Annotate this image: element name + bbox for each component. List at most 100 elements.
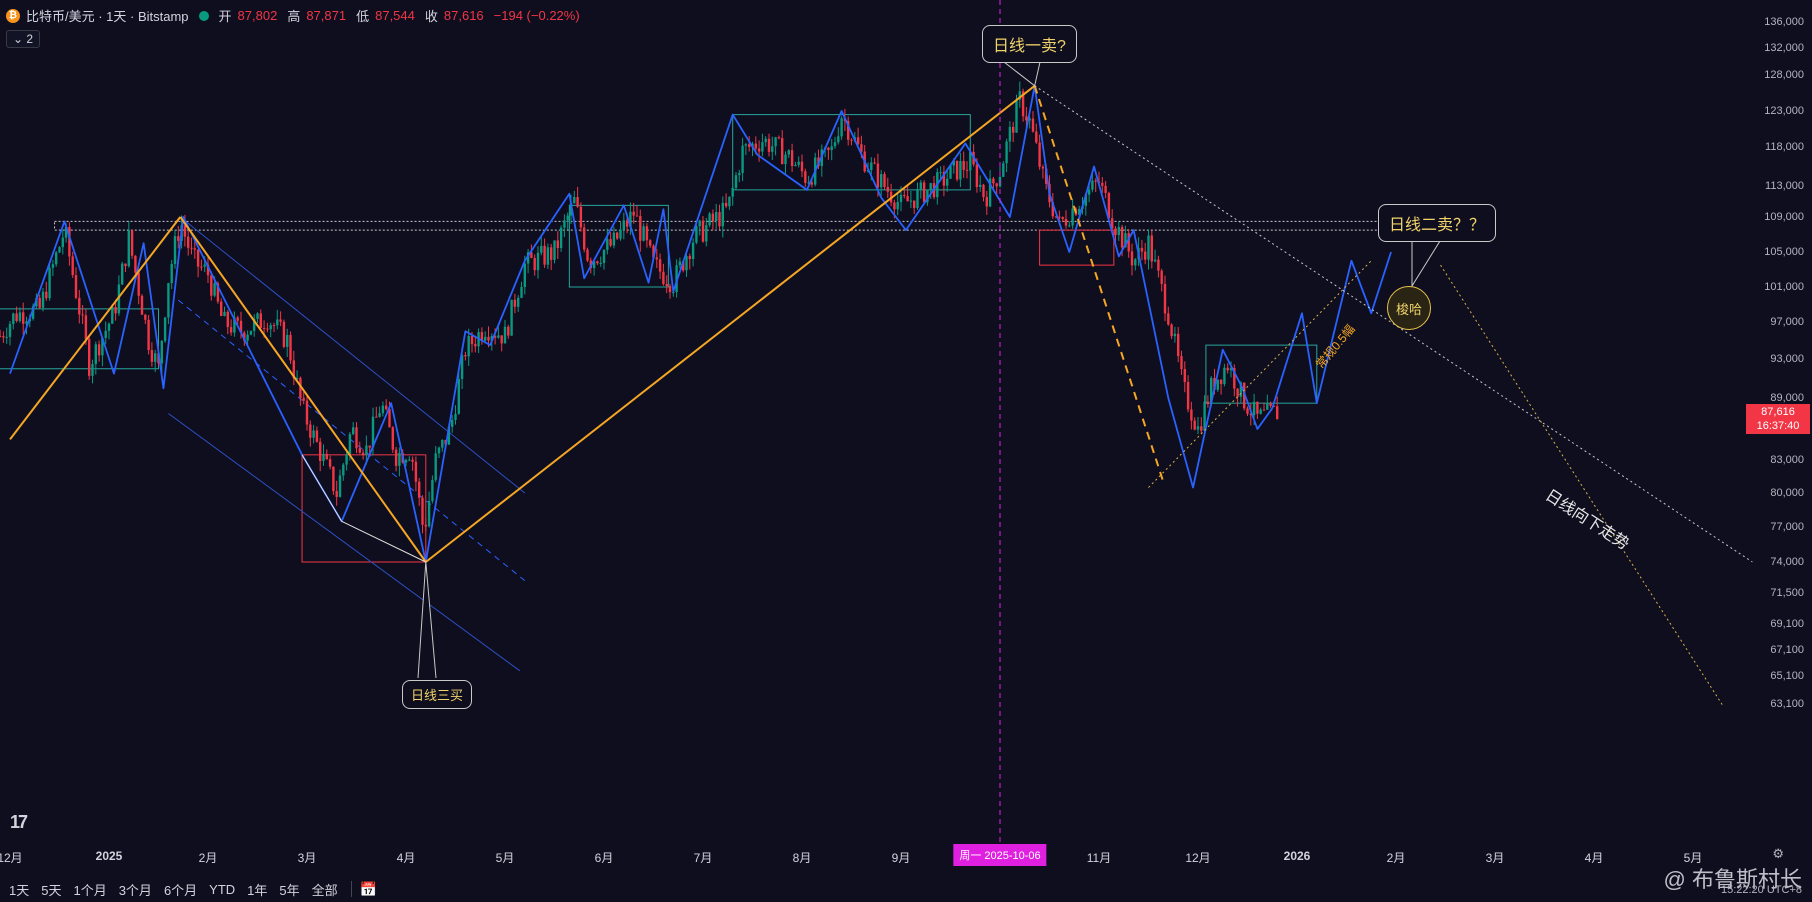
candle-body — [711, 213, 715, 222]
timeframe-button[interactable]: 6个月 — [163, 882, 198, 898]
timeframe-button[interactable]: 3个月 — [118, 882, 152, 898]
candle-body — [1160, 270, 1163, 284]
candle-body — [1256, 401, 1259, 414]
time-tick-label: 2026 — [1283, 849, 1311, 863]
candle-body — [1038, 142, 1041, 167]
candle-body — [193, 248, 196, 250]
candle-body — [767, 138, 771, 152]
candle-body — [764, 138, 767, 143]
candle-body — [71, 256, 74, 276]
zigzag-stroke-line — [9, 84, 1273, 563]
candle-body — [203, 264, 206, 267]
timeframe-button[interactable]: 5年 — [279, 882, 300, 898]
candle-body — [134, 255, 137, 273]
candle-body — [8, 323, 12, 337]
time-axis[interactable]: 12月 2025 2月 3月 4月 5月 6月 7月 8月 9月 11月 12月 2026 2月 3月 4月 5… — [0, 846, 1740, 868]
candle-body — [1107, 192, 1111, 219]
candle-body — [649, 240, 652, 246]
candle-body — [177, 236, 180, 241]
calendar-icon[interactable]: 📅 — [359, 880, 378, 897]
timeframe-button[interactable]: 5天 — [41, 882, 62, 898]
price-tick-label: 71,500 — [1770, 587, 1804, 599]
candle-body — [51, 264, 55, 268]
candle-body — [388, 409, 391, 428]
candle-body — [196, 249, 200, 267]
candle-body — [513, 299, 517, 307]
price-tick-label: 113,000 — [1765, 180, 1804, 192]
price-tick-label: 109,000 — [1764, 211, 1804, 223]
candle-body — [365, 445, 368, 456]
candle-body — [1087, 189, 1091, 195]
candle-body — [1021, 91, 1025, 117]
candle-body — [464, 355, 467, 357]
candle-body — [137, 272, 140, 296]
candle-body — [833, 142, 837, 147]
candle-body — [183, 225, 187, 237]
price-tick-label: 132,000 — [1764, 42, 1804, 54]
candle-body — [1035, 131, 1038, 143]
channel-midline — [177, 299, 526, 581]
candle-body — [573, 197, 576, 204]
candle-body — [1233, 367, 1236, 389]
candle-body — [1041, 166, 1045, 169]
candle-body — [952, 160, 955, 166]
low-value: 87,544 — [375, 8, 415, 23]
indicator-toggle[interactable]: ⌄ 2 — [6, 30, 41, 48]
candle-body — [1147, 235, 1150, 260]
time-tick-label: 5月 — [1683, 851, 1703, 865]
candle-body — [385, 405, 388, 410]
candle-body — [645, 226, 649, 241]
candle-body — [992, 178, 995, 184]
candle-body — [1206, 401, 1210, 405]
candle-body — [1054, 216, 1058, 218]
low-label: 低 — [356, 9, 370, 24]
candle-body — [266, 328, 269, 330]
annotation-buy3: 日线三买 — [402, 680, 473, 709]
candle-body — [880, 174, 883, 188]
price-axis[interactable]: 136,000 132,000 128,000 123,000 118,000 113,0… — [1742, 0, 1812, 860]
candle-body — [467, 335, 470, 357]
candle-body — [315, 430, 319, 442]
timeframe-button[interactable]: 1天 — [9, 882, 30, 898]
candle-body — [1005, 141, 1008, 164]
candle-body — [160, 340, 163, 364]
timeframe-button[interactable]: 全部 — [311, 882, 338, 898]
candle-body — [236, 317, 239, 321]
timeframe-button[interactable]: 1个月 — [73, 882, 107, 898]
candle-body — [1262, 409, 1266, 411]
candle-body — [368, 445, 371, 448]
candle-body — [434, 453, 437, 480]
candle-body — [61, 237, 64, 248]
candle-body — [837, 136, 840, 143]
timeframe-button[interactable]: 1年 — [247, 882, 268, 898]
symbol-name[interactable]: 比特币/美元 · 1天 · Bitstamp — [26, 9, 189, 24]
candle-body — [688, 256, 691, 260]
candle-body — [282, 321, 286, 347]
candle-body — [144, 314, 147, 320]
candle-body — [741, 145, 744, 174]
time-tick-label: 12月 — [0, 851, 23, 865]
price-tick-label: 97,000 — [1770, 316, 1804, 328]
candle-body — [708, 213, 711, 226]
candle-body — [437, 447, 441, 454]
candle-body — [672, 292, 675, 294]
candle-body — [916, 189, 919, 208]
candle-body — [682, 261, 685, 271]
candle-body — [919, 182, 922, 190]
candle-body — [411, 459, 414, 462]
watermark-text: 布鲁斯村长 — [1691, 867, 1802, 892]
candle-body — [949, 165, 952, 179]
candle-body — [979, 184, 982, 187]
gear-icon[interactable]: ⚙ — [1772, 846, 1784, 861]
target-line — [1440, 264, 1724, 706]
candle-body — [668, 285, 672, 293]
candle-body — [163, 317, 167, 341]
candle-body — [408, 459, 411, 461]
timeframe-button[interactable]: YTD — [209, 881, 236, 897]
candle-body — [88, 339, 91, 376]
candle-body — [447, 426, 451, 445]
crosshair-date-label: 周一 2025-10-06 — [953, 844, 1047, 866]
candle-body — [167, 283, 170, 318]
indicator-count: 2 — [26, 32, 34, 46]
